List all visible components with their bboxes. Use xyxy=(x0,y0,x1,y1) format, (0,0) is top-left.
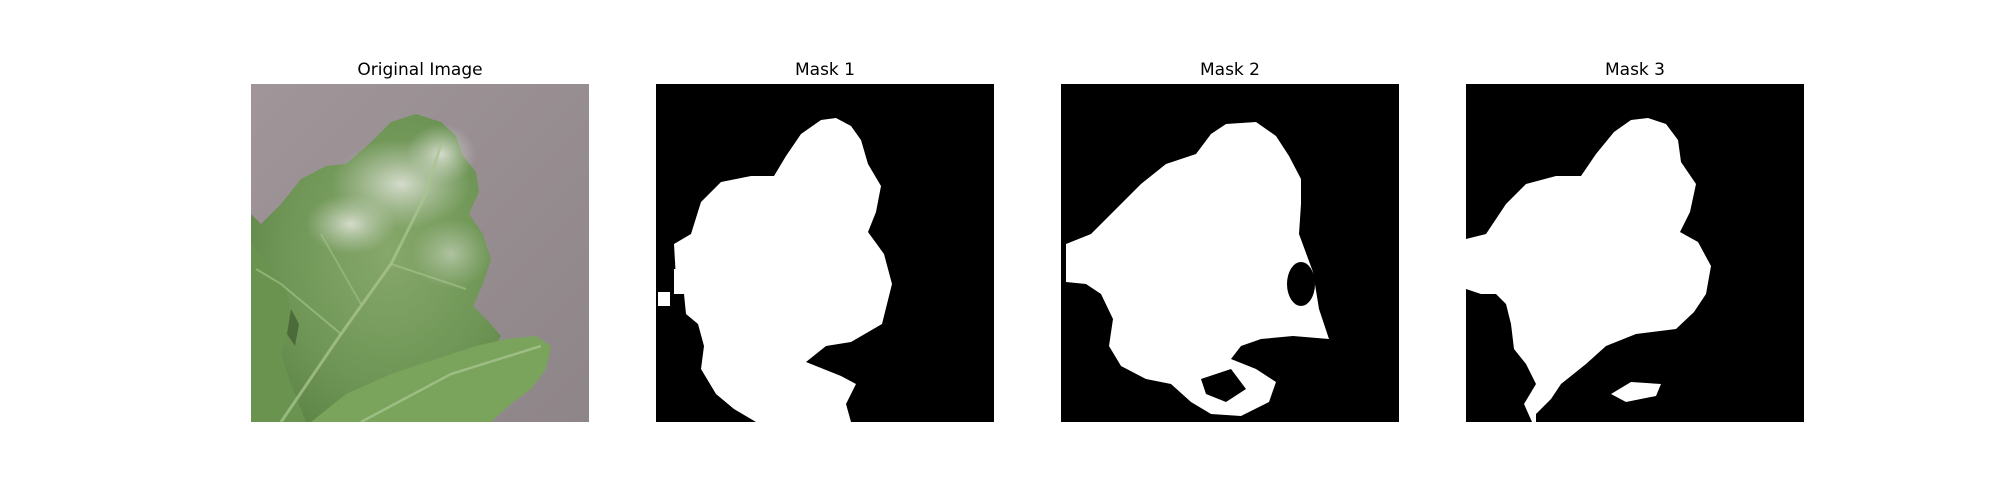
original-image-panel xyxy=(251,84,589,422)
mask-speck xyxy=(674,269,684,294)
leaf-photo xyxy=(251,84,589,422)
mask-3-panel xyxy=(1466,84,1804,422)
leaf-lower xyxy=(311,336,551,422)
panel-title-mask-3: Mask 3 xyxy=(1604,60,1665,80)
leaf-vein xyxy=(360,344,542,422)
mask-region xyxy=(1066,122,1329,416)
leaf-vein xyxy=(255,268,342,335)
mask-1-image xyxy=(656,84,994,422)
panel-title-original: Original Image xyxy=(357,60,483,80)
mask-2-panel xyxy=(1061,84,1399,422)
panel-title-mask-2: Mask 2 xyxy=(1199,60,1260,80)
mildew-patch xyxy=(306,194,396,254)
mask-hole xyxy=(1201,369,1246,402)
leaf-vein xyxy=(390,263,467,290)
mask-speck xyxy=(1611,382,1661,402)
mildew-patch xyxy=(411,219,491,289)
mildew-patch xyxy=(406,124,476,184)
leaf-lobe-left xyxy=(251,244,306,422)
mask-region xyxy=(1466,118,1711,422)
mask-2-image xyxy=(1061,84,1399,422)
mask-region xyxy=(674,118,892,422)
mask-hole xyxy=(1306,234,1316,254)
mask-hole xyxy=(1287,262,1315,306)
panel-title-mask-1: Mask 1 xyxy=(794,60,855,80)
leaf-vein xyxy=(320,233,362,305)
leaf-notch xyxy=(287,309,299,346)
mask-speck xyxy=(658,292,670,306)
mask-1-panel xyxy=(656,84,994,422)
mask-3-image xyxy=(1466,84,1804,422)
